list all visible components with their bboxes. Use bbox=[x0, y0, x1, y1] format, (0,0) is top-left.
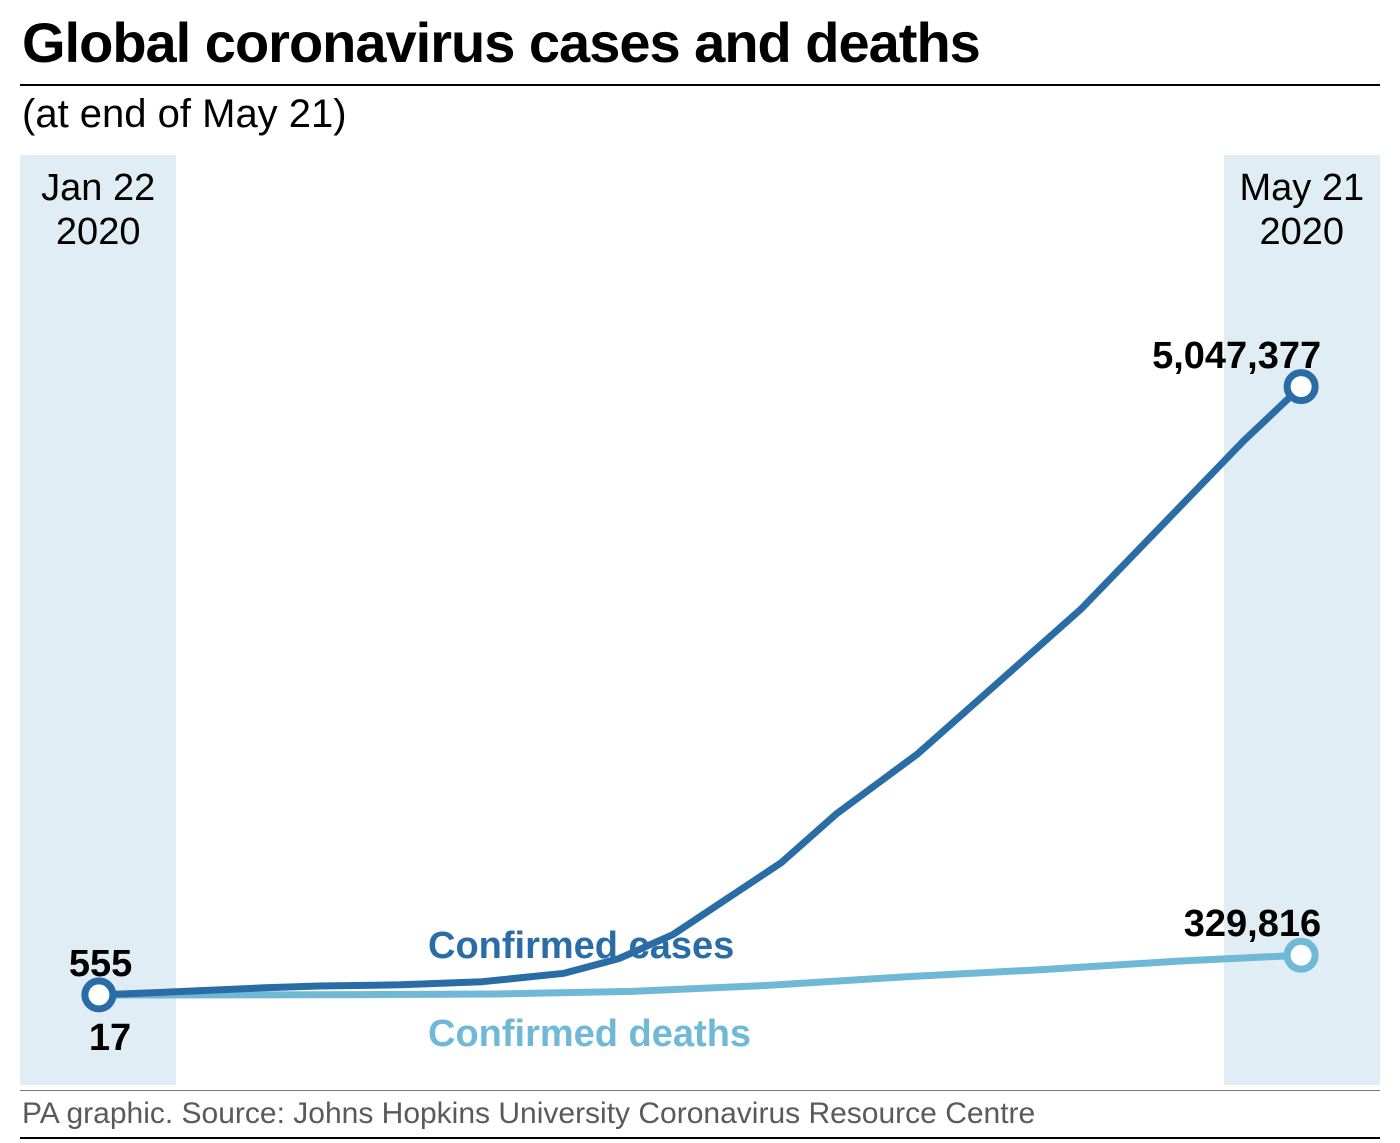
footer-text: PA graphic. Source: Johns Hopkins Univer… bbox=[22, 1097, 1035, 1131]
cases-end-marker bbox=[1287, 373, 1315, 401]
chart-title: Global coronavirus cases and deaths bbox=[22, 10, 980, 75]
chart-subtitle: (at end of May 21) bbox=[22, 92, 347, 137]
chart-svg bbox=[20, 155, 1380, 1085]
footer-rule-bottom bbox=[20, 1137, 1380, 1139]
title-rule bbox=[20, 84, 1380, 86]
deaths-end-marker bbox=[1287, 941, 1315, 969]
footer-rule-top bbox=[20, 1090, 1380, 1091]
cases-start-marker bbox=[85, 981, 113, 1009]
chart-area: Jan 222020 May 212020 5,047,377 329,816 … bbox=[20, 155, 1380, 1085]
chart-container: Global coronavirus cases and deaths (at … bbox=[0, 0, 1400, 1143]
cases-line bbox=[99, 387, 1301, 995]
